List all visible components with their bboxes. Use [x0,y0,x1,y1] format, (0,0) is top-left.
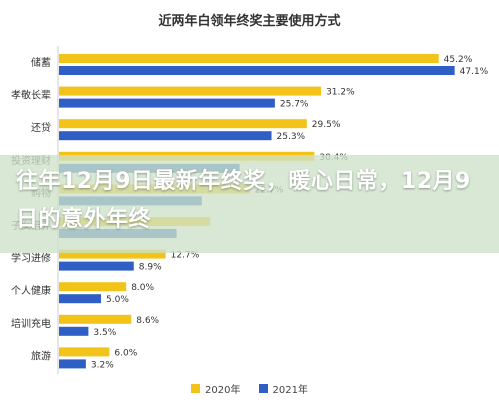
data-label: 31.2% [326,88,355,98]
data-label: 5.0% [106,295,129,305]
bar-2021 [59,359,86,369]
legend-item-2021: 2021年 [258,381,308,396]
legend-label-2021: 2021年 [272,384,308,396]
headline-overlay-band [0,155,499,253]
data-label: 12.7% [171,251,200,261]
headline-overlay-text: 往年12月9日最新年终奖，暖心日常，12月9日的意外年终 [16,169,471,232]
category-label: 储蓄 [31,56,51,69]
bar-2021 [59,294,101,304]
legend-swatch-2021 [258,383,268,393]
bar-2021 [59,261,134,271]
bar-2020 [59,119,307,129]
category-label: 培训充电 [11,317,51,330]
data-label: 8.9% [139,263,162,273]
data-label: 8.0% [131,283,154,293]
bar-2020 [59,282,127,292]
legend-item-2020: 2020年 [191,381,241,396]
category-label: 个人健康 [11,284,51,297]
bar-2020 [59,314,132,324]
category-label: 孝敬长辈 [11,89,51,102]
bar-2021 [59,66,455,75]
bar-2020 [59,347,110,357]
data-label: 6.0% [114,348,137,358]
data-label: 25.3% [277,132,306,142]
bar-2021 [59,98,275,108]
legend-label-2020: 2020年 [205,384,241,396]
category-label: 还贷 [31,121,51,134]
category-label: 学习进修 [11,252,51,265]
data-label: 29.5% [312,120,341,130]
data-label: 45.2% [444,55,473,65]
legend-swatch-2020 [191,383,201,393]
chart-legend: 2020年 2021年 [0,379,499,397]
bar-2020 [59,86,322,96]
data-label: 3.2% [91,360,114,370]
bar-2021 [59,131,272,141]
data-label: 47.1% [460,67,489,77]
bar-2021 [59,326,89,336]
bar-2020 [59,249,166,259]
chart-title: 近两年白领年终奖主要使用方式 [158,14,341,29]
data-label: 25.7% [280,100,309,110]
category-label: 旅游 [31,349,51,362]
data-label: 8.6% [136,316,159,326]
data-label: 3.5% [93,328,116,338]
bar-2020 [59,54,439,63]
